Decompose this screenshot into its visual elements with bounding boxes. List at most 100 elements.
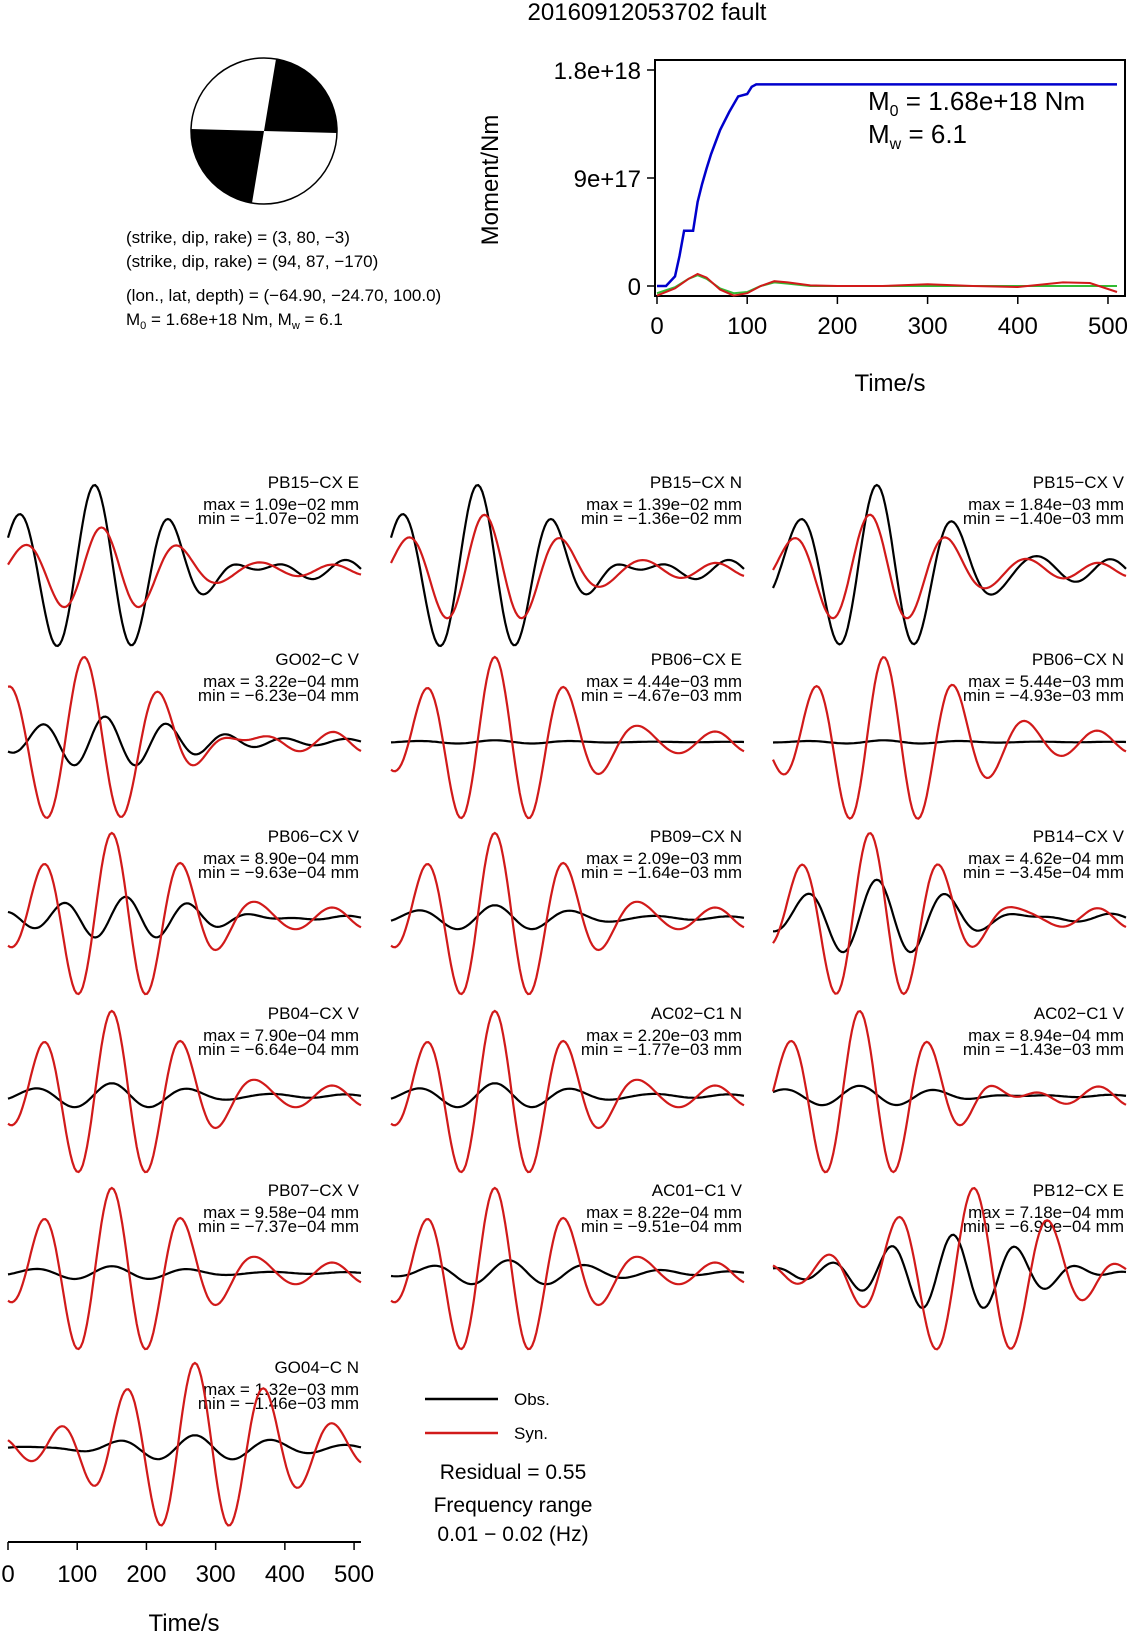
station-name: AC02−C1 V	[1034, 1004, 1125, 1023]
station-name: PB14−CX V	[1033, 827, 1125, 846]
moment-ytick-label: 9e+17	[574, 166, 641, 193]
syn-trace	[771, 1009, 1127, 1174]
station-min: min = −6.23e−04 mm	[198, 686, 359, 705]
moment-ytick-label: 0	[628, 274, 641, 301]
obs-trace	[390, 1259, 745, 1286]
moment-xtick-label: 0	[650, 313, 663, 340]
obs-trace	[7, 1265, 362, 1281]
beachball	[190, 57, 338, 205]
beachball-quadrant-ne	[264, 59, 338, 133]
obs-trace	[7, 895, 362, 939]
station-max: max = 5.44e−03 mm	[968, 672, 1124, 691]
mechanism-line2: (strike, dip, rake) = (94, 87, −170)	[126, 252, 378, 271]
station-min: min = −9.51e−04 mm	[581, 1217, 742, 1236]
beachball-quadrant-sw	[190, 129, 264, 203]
station-name: PB15−CX V	[1033, 473, 1125, 492]
obs-trace	[7, 715, 362, 767]
syn-trace	[7, 1361, 362, 1527]
station-max: max = 1.39e−02 mm	[586, 495, 742, 514]
waveform-xtick-label: 300	[196, 1561, 236, 1588]
mechanism-moment: M0 = 1.68e+18 Nm, Mw = 6.1	[126, 310, 343, 332]
syn-trace	[772, 513, 1127, 620]
station-max: max = 8.94e−04 mm	[968, 1026, 1124, 1045]
syn-trace	[7, 526, 362, 609]
moment-xtick-label: 300	[908, 313, 948, 340]
syn-trace	[772, 655, 1127, 820]
station-min: min = −6.99e−04 mm	[963, 1217, 1124, 1236]
frequency-label: Frequency range	[434, 1494, 593, 1517]
mechanism-text: (strike, dip, rake) = (3, 80, −3) (strik…	[126, 228, 441, 332]
obs-trace	[772, 1233, 1127, 1310]
station-max: max = 2.20e−03 mm	[586, 1026, 742, 1045]
obs-trace	[390, 1082, 745, 1109]
syn-trace	[7, 1009, 362, 1174]
moment-series-0	[657, 83, 1117, 288]
moment-ylabel: Moment/Nm	[477, 115, 504, 246]
waveform-time-axis: Time/s 0 100 200 300 400 500	[1, 1541, 374, 1636]
waveform-xlabel: Time/s	[148, 1610, 219, 1636]
station-min: min = −1.46e−03 mm	[198, 1394, 359, 1413]
station-min: min = −3.45e−04 mm	[963, 863, 1124, 882]
obs-trace	[772, 739, 1127, 745]
moment-annotation-mw: Mw = 6.1	[868, 119, 967, 153]
station-max: max = 7.18e−04 mm	[968, 1203, 1124, 1222]
station-name: PB06−CX E	[651, 650, 742, 669]
station-max: max = 2.09e−03 mm	[586, 849, 742, 868]
station-min: min = −9.63e−04 mm	[198, 863, 359, 882]
station-max: max = 7.90e−04 mm	[203, 1026, 359, 1045]
station-min: min = −7.37e−04 mm	[198, 1217, 359, 1236]
station-max: max = 8.22e−04 mm	[586, 1203, 742, 1222]
station-max: max = 1.84e−03 mm	[968, 495, 1124, 514]
moment-xtick-label: 500	[1088, 313, 1128, 340]
obs-trace	[7, 1082, 362, 1109]
station-name: AC01−C1 V	[652, 1181, 743, 1200]
station-min: min = −6.64e−04 mm	[198, 1040, 359, 1059]
station-name: PB06−CX V	[268, 827, 360, 846]
legend-obs-label: Obs.	[514, 1390, 550, 1409]
station-min: min = −1.07e−02 mm	[198, 509, 359, 528]
station-min: min = −1.64e−03 mm	[581, 863, 742, 882]
syn-trace	[390, 831, 745, 996]
station-max: max = 1.09e−02 mm	[203, 495, 359, 514]
moment-series-1	[656, 272, 1118, 297]
mechanism-line3: (lon., lat, depth) = (−64.90, −24.70, 10…	[126, 286, 441, 305]
waveform-xtick-label: 500	[334, 1561, 374, 1588]
syn-trace	[390, 513, 745, 620]
obs-trace	[389, 483, 745, 648]
station-min: min = −4.67e−03 mm	[581, 686, 742, 705]
station-name: PB15−CX E	[268, 473, 359, 492]
station-min: min = −1.77e−03 mm	[581, 1040, 742, 1059]
syn-trace	[390, 655, 745, 820]
waveform-xtick-label: 200	[126, 1561, 166, 1588]
station-name: AC02−C1 N	[651, 1004, 742, 1023]
station-min: min = −1.43e−03 mm	[963, 1040, 1124, 1059]
obs-trace	[390, 739, 745, 745]
obs-trace	[390, 904, 745, 931]
syn-trace	[772, 1186, 1127, 1351]
station-min: min = −1.36e−02 mm	[581, 509, 742, 528]
station-max: max = 1.32e−03 mm	[203, 1380, 359, 1399]
station-max: max = 4.44e−03 mm	[586, 672, 742, 691]
syn-trace	[390, 1009, 745, 1174]
obs-trace	[773, 878, 1127, 954]
moment-xtick-label: 200	[817, 313, 857, 340]
station-max: max = 3.22e−04 mm	[203, 672, 359, 691]
moment-xtick-label: 100	[727, 313, 767, 340]
station-name: PB15−CX N	[650, 473, 742, 492]
station-name: PB04−CX V	[268, 1004, 360, 1023]
station-name: GO02−C V	[275, 650, 359, 669]
station-name: PB09−CX N	[650, 827, 742, 846]
moment-xlabel: Time/s	[854, 370, 925, 397]
syn-trace	[390, 1186, 745, 1351]
syn-trace	[7, 655, 362, 819]
